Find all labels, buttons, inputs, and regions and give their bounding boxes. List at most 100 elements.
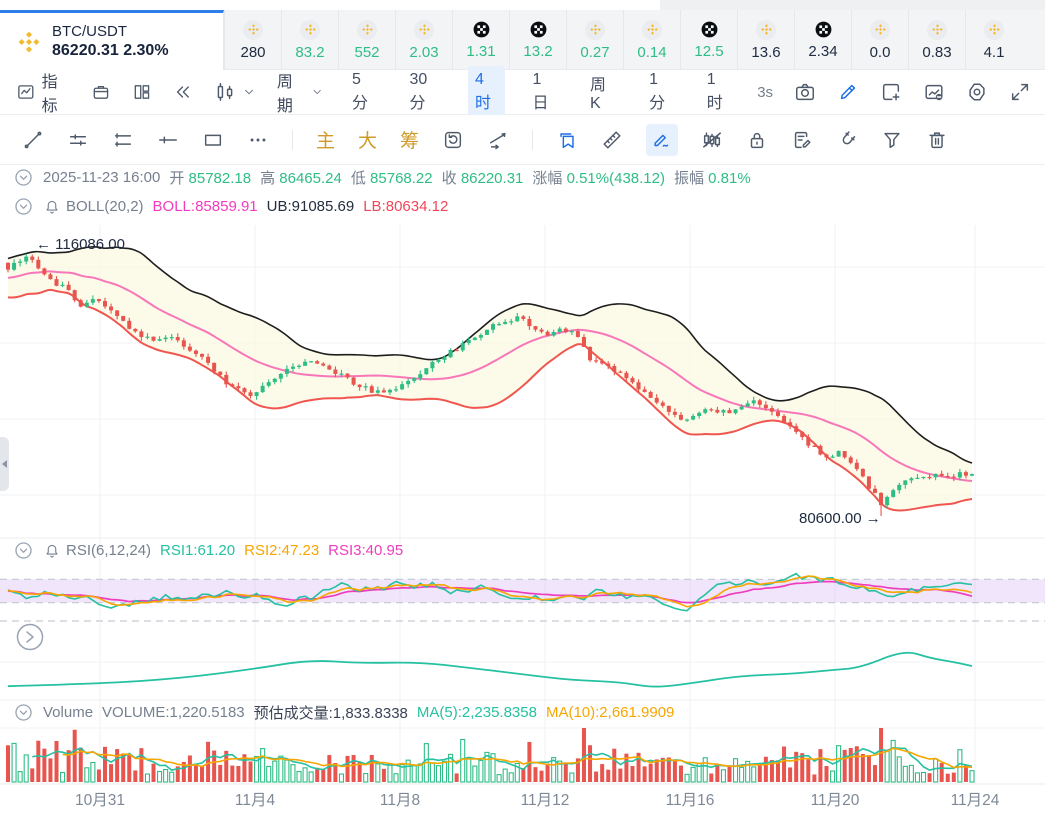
binance-logo-icon bbox=[18, 31, 40, 52]
horizontal-line-icon[interactable] bbox=[157, 129, 179, 151]
edit-pencil-icon[interactable] bbox=[837, 81, 859, 103]
period-dropdown[interactable]: 周期 bbox=[277, 68, 324, 116]
volume-estimate: 预估成交量:1,833.8338 bbox=[253, 705, 408, 722]
edit-list-icon[interactable] bbox=[791, 129, 813, 151]
trash-icon[interactable] bbox=[926, 129, 948, 151]
line-arrows-icon[interactable] bbox=[487, 129, 509, 151]
tab-symbol-0[interactable]: 280 bbox=[224, 10, 281, 70]
date-axis: 10月31 11月4 11月8 11月12 11月16 11月20 11月24 bbox=[75, 792, 1000, 809]
draw-mode-active[interactable] bbox=[646, 123, 679, 156]
tab-symbol-5[interactable]: 13.2 bbox=[509, 10, 566, 70]
add-pane-icon[interactable] bbox=[880, 81, 902, 103]
tab-value: 552 bbox=[354, 43, 380, 61]
saved-templates-icon[interactable] bbox=[556, 129, 578, 151]
svg-text:11月20: 11月20 bbox=[811, 792, 860, 809]
open-value: 85782.18 bbox=[188, 170, 252, 187]
fullscreen-icon[interactable] bbox=[1009, 81, 1031, 103]
high-value: 86465.24 bbox=[279, 170, 342, 187]
tab-value: 1.31 bbox=[466, 43, 496, 60]
tab-value: 2.03 bbox=[409, 43, 439, 61]
binance-logo-icon bbox=[247, 24, 259, 35]
chevron-down-icon bbox=[314, 90, 322, 94]
okx-logo-icon bbox=[815, 21, 831, 38]
parallel-channel-icon[interactable] bbox=[67, 129, 89, 151]
bollinger-band bbox=[7, 246, 973, 512]
symbol-tab-bar: BTC/USDT 86220.31 2.30% 280 83.2 552 2.03 1.… bbox=[0, 10, 1045, 70]
alert-bell-icon[interactable] bbox=[43, 542, 61, 560]
collapse-chevron-icon[interactable] bbox=[13, 540, 34, 561]
chip-chart-tab[interactable]: 筹 bbox=[400, 131, 420, 152]
svg-text:11月4: 11月4 bbox=[235, 792, 276, 809]
tab-value: 0.83 bbox=[922, 43, 952, 61]
main-chart-tab[interactable]: 主 bbox=[316, 131, 336, 152]
rectangle-tool-icon[interactable] bbox=[202, 129, 224, 151]
divider bbox=[532, 129, 534, 150]
volume-ma5: MA(5):2,235.8358 bbox=[416, 704, 537, 721]
settings-gear-icon[interactable] bbox=[966, 81, 988, 103]
period-5m[interactable]: 5分 bbox=[351, 71, 368, 112]
period-4h[interactable]: 4时 bbox=[468, 66, 505, 118]
lock-icon[interactable] bbox=[746, 129, 768, 151]
ruler-icon[interactable] bbox=[601, 129, 623, 151]
magnet-icon[interactable] bbox=[836, 129, 858, 151]
parallel-lines-icon[interactable] bbox=[112, 129, 134, 151]
tab-symbol-4[interactable]: 1.31 bbox=[452, 10, 509, 70]
more-tools-icon[interactable] bbox=[247, 129, 269, 151]
tab-symbol-6[interactable]: 0.27 bbox=[566, 10, 623, 70]
tab-value: 13.6 bbox=[751, 43, 781, 61]
indicator-line-pane[interactable] bbox=[7, 651, 973, 688]
tab-value: 0.0 bbox=[869, 43, 891, 61]
rsi-name: RSI(6,12,24) bbox=[66, 542, 152, 559]
binance-logo-icon bbox=[988, 24, 1000, 35]
replay-rewind-icon[interactable] bbox=[173, 81, 193, 103]
ohlc-info-row: 2025-11-23 16:00 开 85782.18 高 86465.24 低… bbox=[13, 167, 751, 188]
period-1w[interactable]: 周K bbox=[590, 77, 607, 112]
camera-icon[interactable] bbox=[794, 81, 816, 103]
okx-logo-icon bbox=[701, 21, 717, 38]
tab-btcusdt[interactable]: BTC/USDT 86220.31 2.30% bbox=[0, 10, 224, 70]
expand-pane-button[interactable] bbox=[16, 623, 44, 651]
rsi1-value: RSI1:61.20 bbox=[160, 542, 236, 559]
period-1h[interactable]: 1时 bbox=[706, 71, 723, 112]
hide-candles-icon[interactable] bbox=[701, 129, 723, 151]
big-chart-tab[interactable]: 大 bbox=[358, 131, 378, 152]
tab-symbol-1[interactable]: 83.2 bbox=[281, 10, 338, 70]
tab-symbol-8[interactable]: 12.5 bbox=[680, 10, 737, 70]
collapse-chevron-icon[interactable] bbox=[13, 167, 34, 188]
tab-symbol-12[interactable]: 0.83 bbox=[908, 10, 965, 70]
tab-symbol-7[interactable]: 0.14 bbox=[623, 10, 680, 70]
tab-symbol-13[interactable]: 4.1 bbox=[965, 10, 1022, 70]
chevron-down-icon bbox=[244, 89, 253, 95]
tab-symbol-10[interactable]: 2.34 bbox=[794, 10, 851, 70]
trend-line-icon[interactable] bbox=[22, 129, 44, 151]
tab-symbol-9[interactable]: 13.6 bbox=[737, 10, 794, 70]
tab-symbol-3[interactable]: 2.03 bbox=[395, 10, 452, 70]
rsi-pane[interactable] bbox=[0, 572, 1045, 612]
collapse-chevron-icon[interactable] bbox=[13, 196, 34, 217]
period-30m[interactable]: 30分 bbox=[409, 71, 428, 112]
indicator-button[interactable]: 指标 bbox=[16, 68, 70, 116]
image-remove-icon[interactable] bbox=[923, 81, 945, 103]
tab-value: 0.14 bbox=[637, 43, 667, 61]
layout-icon[interactable] bbox=[132, 81, 152, 103]
tab-symbol-11[interactable]: 0.0 bbox=[851, 10, 908, 70]
briefcase-icon[interactable] bbox=[91, 81, 111, 103]
period-1m[interactable]: 1分 bbox=[649, 71, 666, 112]
candlestick-series[interactable] bbox=[6, 253, 974, 516]
boll-mid-value: BOLL:85859.91 bbox=[152, 198, 258, 215]
volume-pane[interactable] bbox=[6, 728, 975, 783]
candle-type-button[interactable] bbox=[214, 81, 256, 103]
alert-bell-icon[interactable] bbox=[43, 198, 61, 216]
sidebar-collapse-handle[interactable] bbox=[0, 437, 9, 491]
speed-label[interactable]: 3s bbox=[757, 83, 774, 101]
period-1d[interactable]: 1日 bbox=[532, 71, 549, 112]
svg-text:11月24: 11月24 bbox=[951, 792, 1000, 809]
browser-strip bbox=[0, 0, 1045, 10]
filter-funnel-icon[interactable] bbox=[881, 129, 903, 151]
tab-symbol-2[interactable]: 552 bbox=[338, 10, 395, 70]
boll-info-row: BOLL(20,2) BOLL:85859.91 UB:91085.69 LB:… bbox=[13, 196, 448, 217]
sync-drawing-icon[interactable] bbox=[442, 129, 464, 151]
volume-value: VOLUME:1,220.5183 bbox=[102, 704, 245, 721]
collapse-chevron-icon[interactable] bbox=[13, 702, 34, 723]
